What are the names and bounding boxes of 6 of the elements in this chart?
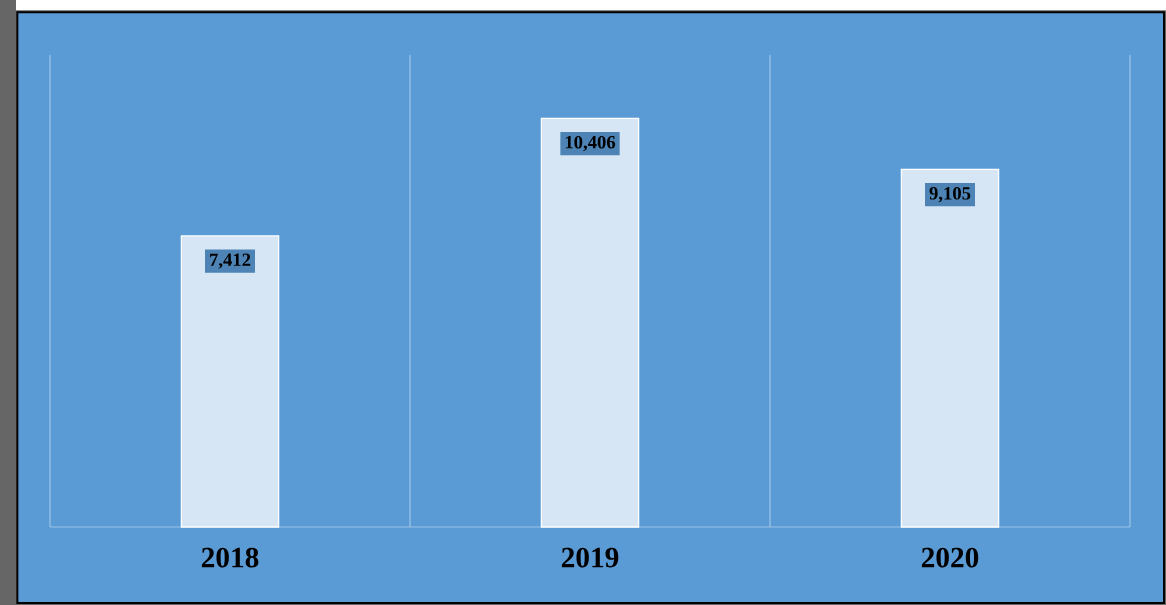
x-tick-label: 2018 xyxy=(201,547,259,568)
data-label: 9,105 xyxy=(929,187,971,203)
data-label: 7,412 xyxy=(210,253,251,269)
data-label: 10,406 xyxy=(565,135,616,152)
x-tick-label: 2019 xyxy=(561,547,619,568)
x-tick-label: 2020 xyxy=(921,547,979,568)
